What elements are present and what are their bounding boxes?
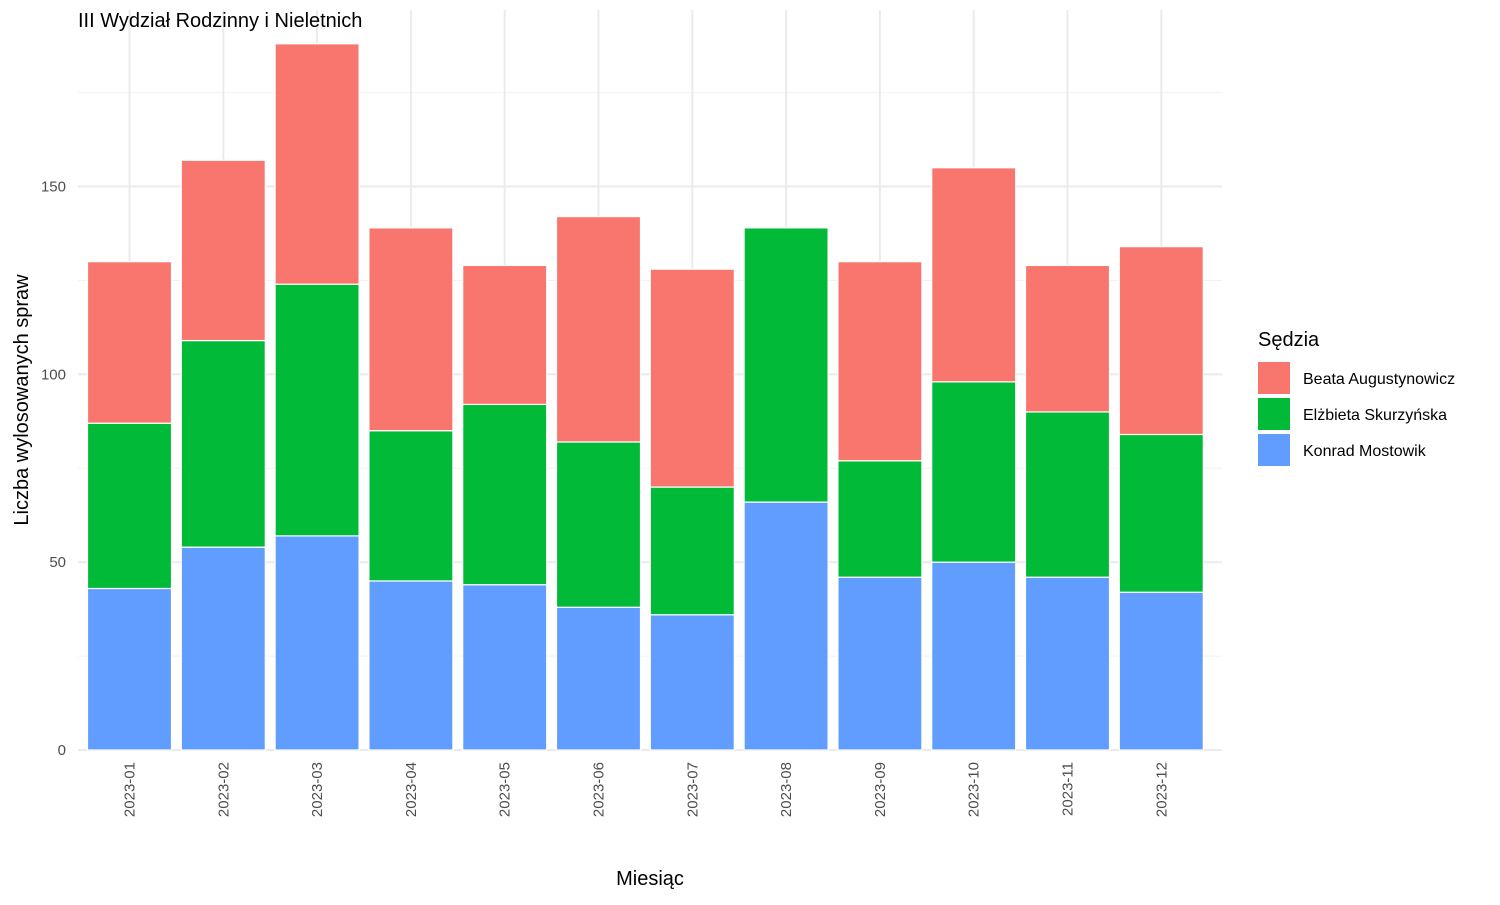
legend: Sędzia Beata Augustynowicz Elżbieta Skurz… — [1258, 329, 1455, 466]
legend-swatch — [1258, 398, 1290, 430]
bar-beata-augustynowicz-2023-05 — [462, 264, 548, 406]
legend-label: Beata Augustynowicz — [1303, 371, 1455, 388]
y-tick-label: 150 — [41, 179, 66, 196]
bar-konrad-mostowik-2023-10 — [931, 561, 1017, 751]
x-tick-label: 2023-01 — [122, 762, 139, 817]
bar-konrad-mostowik-2023-07 — [649, 614, 735, 751]
bar-konrad-mostowik-2023-06 — [555, 606, 642, 751]
y-tick-label: 50 — [49, 554, 66, 571]
axis-layer: 0 50 100 150 2023-01 2023-02 2023-03 2023-04 202… — [41, 179, 1170, 818]
x-tick-label: 2023-09 — [872, 762, 889, 817]
x-tick-label: 2023-03 — [309, 762, 326, 817]
chart-title: III Wydział Rodzinny i Nieletnich — [78, 10, 362, 32]
bar-el-bieta-skurzy-ska-2023-05 — [462, 403, 548, 586]
bar-beata-augustynowicz-2023-09 — [837, 261, 923, 462]
y-axis-title: Liczba wylosowanych spraw — [11, 274, 33, 526]
x-tick-label: 2023-08 — [778, 762, 795, 817]
bar-konrad-mostowik-2023-11 — [1024, 576, 1111, 751]
bar-el-bieta-skurzy-ska-2023-07 — [649, 486, 735, 616]
bar-beata-augustynowicz-2023-01 — [86, 261, 173, 424]
x-tick-label: 2023-02 — [215, 762, 232, 817]
bar-el-bieta-skurzy-ska-2023-12 — [1118, 433, 1204, 593]
bar-konrad-mostowik-2023-01 — [86, 587, 173, 751]
bar-beata-augustynowicz-2023-12 — [1118, 246, 1204, 436]
x-tick-label: 2023-12 — [1153, 762, 1170, 817]
bar-el-bieta-skurzy-ska-2023-04 — [368, 430, 454, 582]
bar-konrad-mostowik-2023-03 — [274, 535, 360, 751]
bar-konrad-mostowik-2023-04 — [368, 580, 454, 751]
x-tick-label: 2023-06 — [591, 762, 608, 817]
bar-el-bieta-skurzy-ska-2023-10 — [931, 381, 1017, 563]
bar-el-bieta-skurzy-ska-2023-02 — [180, 339, 266, 548]
x-tick-label: 2023-05 — [497, 762, 514, 817]
x-tick-label: 2023-07 — [684, 762, 701, 817]
bar-el-bieta-skurzy-ska-2023-06 — [555, 441, 642, 608]
bar-konrad-mostowik-2023-12 — [1118, 591, 1204, 751]
bar-konrad-mostowik-2023-08 — [743, 501, 829, 751]
bar-konrad-mostowik-2023-05 — [462, 584, 548, 751]
bar-el-bieta-skurzy-ska-2023-08 — [743, 227, 829, 503]
y-tick-label: 100 — [41, 366, 66, 383]
legend-items: Beata Augustynowicz Elżbieta Skurzyńska Ko… — [1258, 362, 1455, 466]
bar-beata-augustynowicz-2023-02 — [180, 159, 266, 342]
bar-beata-augustynowicz-2023-07 — [649, 268, 735, 488]
bar-el-bieta-skurzy-ska-2023-11 — [1024, 411, 1111, 578]
bar-konrad-mostowik-2023-02 — [180, 546, 266, 751]
bar-el-bieta-skurzy-ska-2023-01 — [86, 422, 173, 590]
legend-swatch — [1258, 434, 1290, 466]
legend-label: Konrad Mostowik — [1303, 443, 1427, 460]
legend-title: Sędzia — [1258, 329, 1320, 351]
bar-el-bieta-skurzy-ska-2023-03 — [274, 283, 360, 537]
bar-beata-augustynowicz-2023-04 — [368, 227, 454, 432]
legend-label: Elżbieta Skurzyńska — [1303, 407, 1447, 424]
bar-beata-augustynowicz-2023-06 — [555, 215, 642, 443]
x-tick-label: 2023-04 — [403, 762, 420, 817]
x-tick-label: 2023-10 — [966, 762, 983, 817]
bar-beata-augustynowicz-2023-10 — [931, 167, 1017, 383]
bar-beata-augustynowicz-2023-11 — [1024, 264, 1111, 413]
bar-beata-augustynowicz-2023-03 — [274, 43, 360, 285]
bar-konrad-mostowik-2023-09 — [837, 576, 923, 751]
bar-el-bieta-skurzy-ska-2023-09 — [837, 460, 923, 578]
x-tick-label: 2023-11 — [1060, 762, 1077, 816]
y-tick-label: 0 — [58, 742, 66, 759]
x-axis-title: Miesiąc — [616, 868, 684, 890]
legend-swatch — [1258, 362, 1290, 394]
bars-layer — [86, 43, 1204, 751]
